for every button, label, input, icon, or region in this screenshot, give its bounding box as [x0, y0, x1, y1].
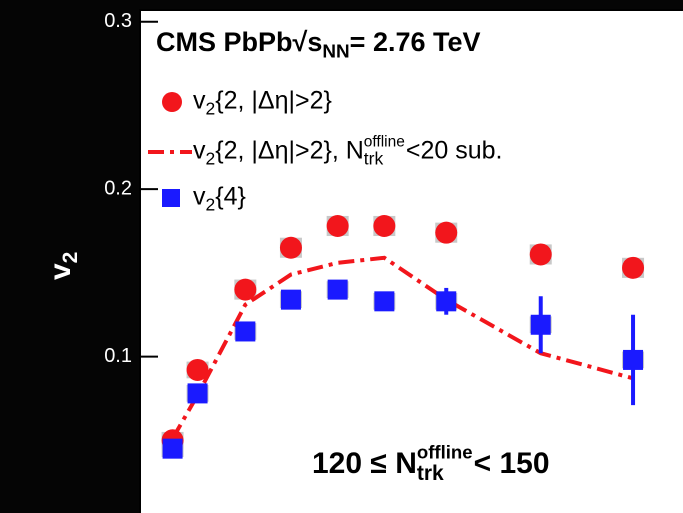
point	[279, 236, 302, 259]
plot	[161, 214, 645, 459]
legend-label: v	[193, 183, 206, 211]
point	[373, 214, 396, 237]
legend-label: v	[193, 87, 206, 115]
y-tick-label: 0.2	[104, 177, 132, 199]
legend-label-sub: trk	[364, 149, 384, 169]
point	[187, 383, 208, 404]
point	[623, 349, 644, 370]
y-label-text: v	[44, 263, 77, 280]
point	[326, 214, 349, 237]
point	[435, 221, 458, 244]
chart-title: CMS PbPb	[156, 27, 293, 57]
legend-label: {2, |Δη|>2}	[215, 87, 332, 115]
point	[162, 438, 183, 459]
point	[280, 289, 301, 310]
point	[374, 291, 395, 312]
point	[186, 358, 209, 381]
chart-title: s	[307, 27, 322, 57]
legend-marker	[162, 92, 182, 112]
point	[622, 256, 645, 279]
legend-marker	[162, 189, 180, 207]
y-label: v2	[44, 252, 82, 280]
point	[235, 321, 256, 342]
legend-label: {4}	[215, 183, 246, 211]
plot-area	[139, 9, 683, 513]
legend-label-sub: 2	[206, 149, 216, 169]
line	[170, 255, 634, 440]
point	[436, 291, 457, 312]
chart-title-sub: NN	[322, 42, 349, 63]
legend-label: v	[193, 137, 206, 165]
legend-label-sup: offline	[364, 134, 405, 151]
annotation: < 150	[474, 447, 550, 480]
annotation-sup: offline	[417, 442, 473, 463]
annotation-sub: trk	[417, 462, 444, 485]
y-tick-label: 0.1	[104, 345, 132, 367]
point	[234, 278, 257, 301]
point	[530, 314, 551, 335]
legend-label-sub: 2	[206, 195, 216, 215]
legend-label: <20 sub.	[406, 137, 503, 165]
annotation: 120 ≤ N	[312, 447, 417, 480]
legend-label: {2, |Δη|>2}, N	[215, 137, 364, 165]
y-label-text-sub: 2	[59, 252, 82, 264]
chart-title: √	[293, 27, 308, 57]
legend-label-sub: 2	[206, 99, 216, 119]
chart-title: = 2.76 TeV	[350, 27, 481, 57]
y-tick-label: 0.3	[104, 10, 132, 32]
point	[529, 243, 552, 266]
point	[327, 279, 348, 300]
